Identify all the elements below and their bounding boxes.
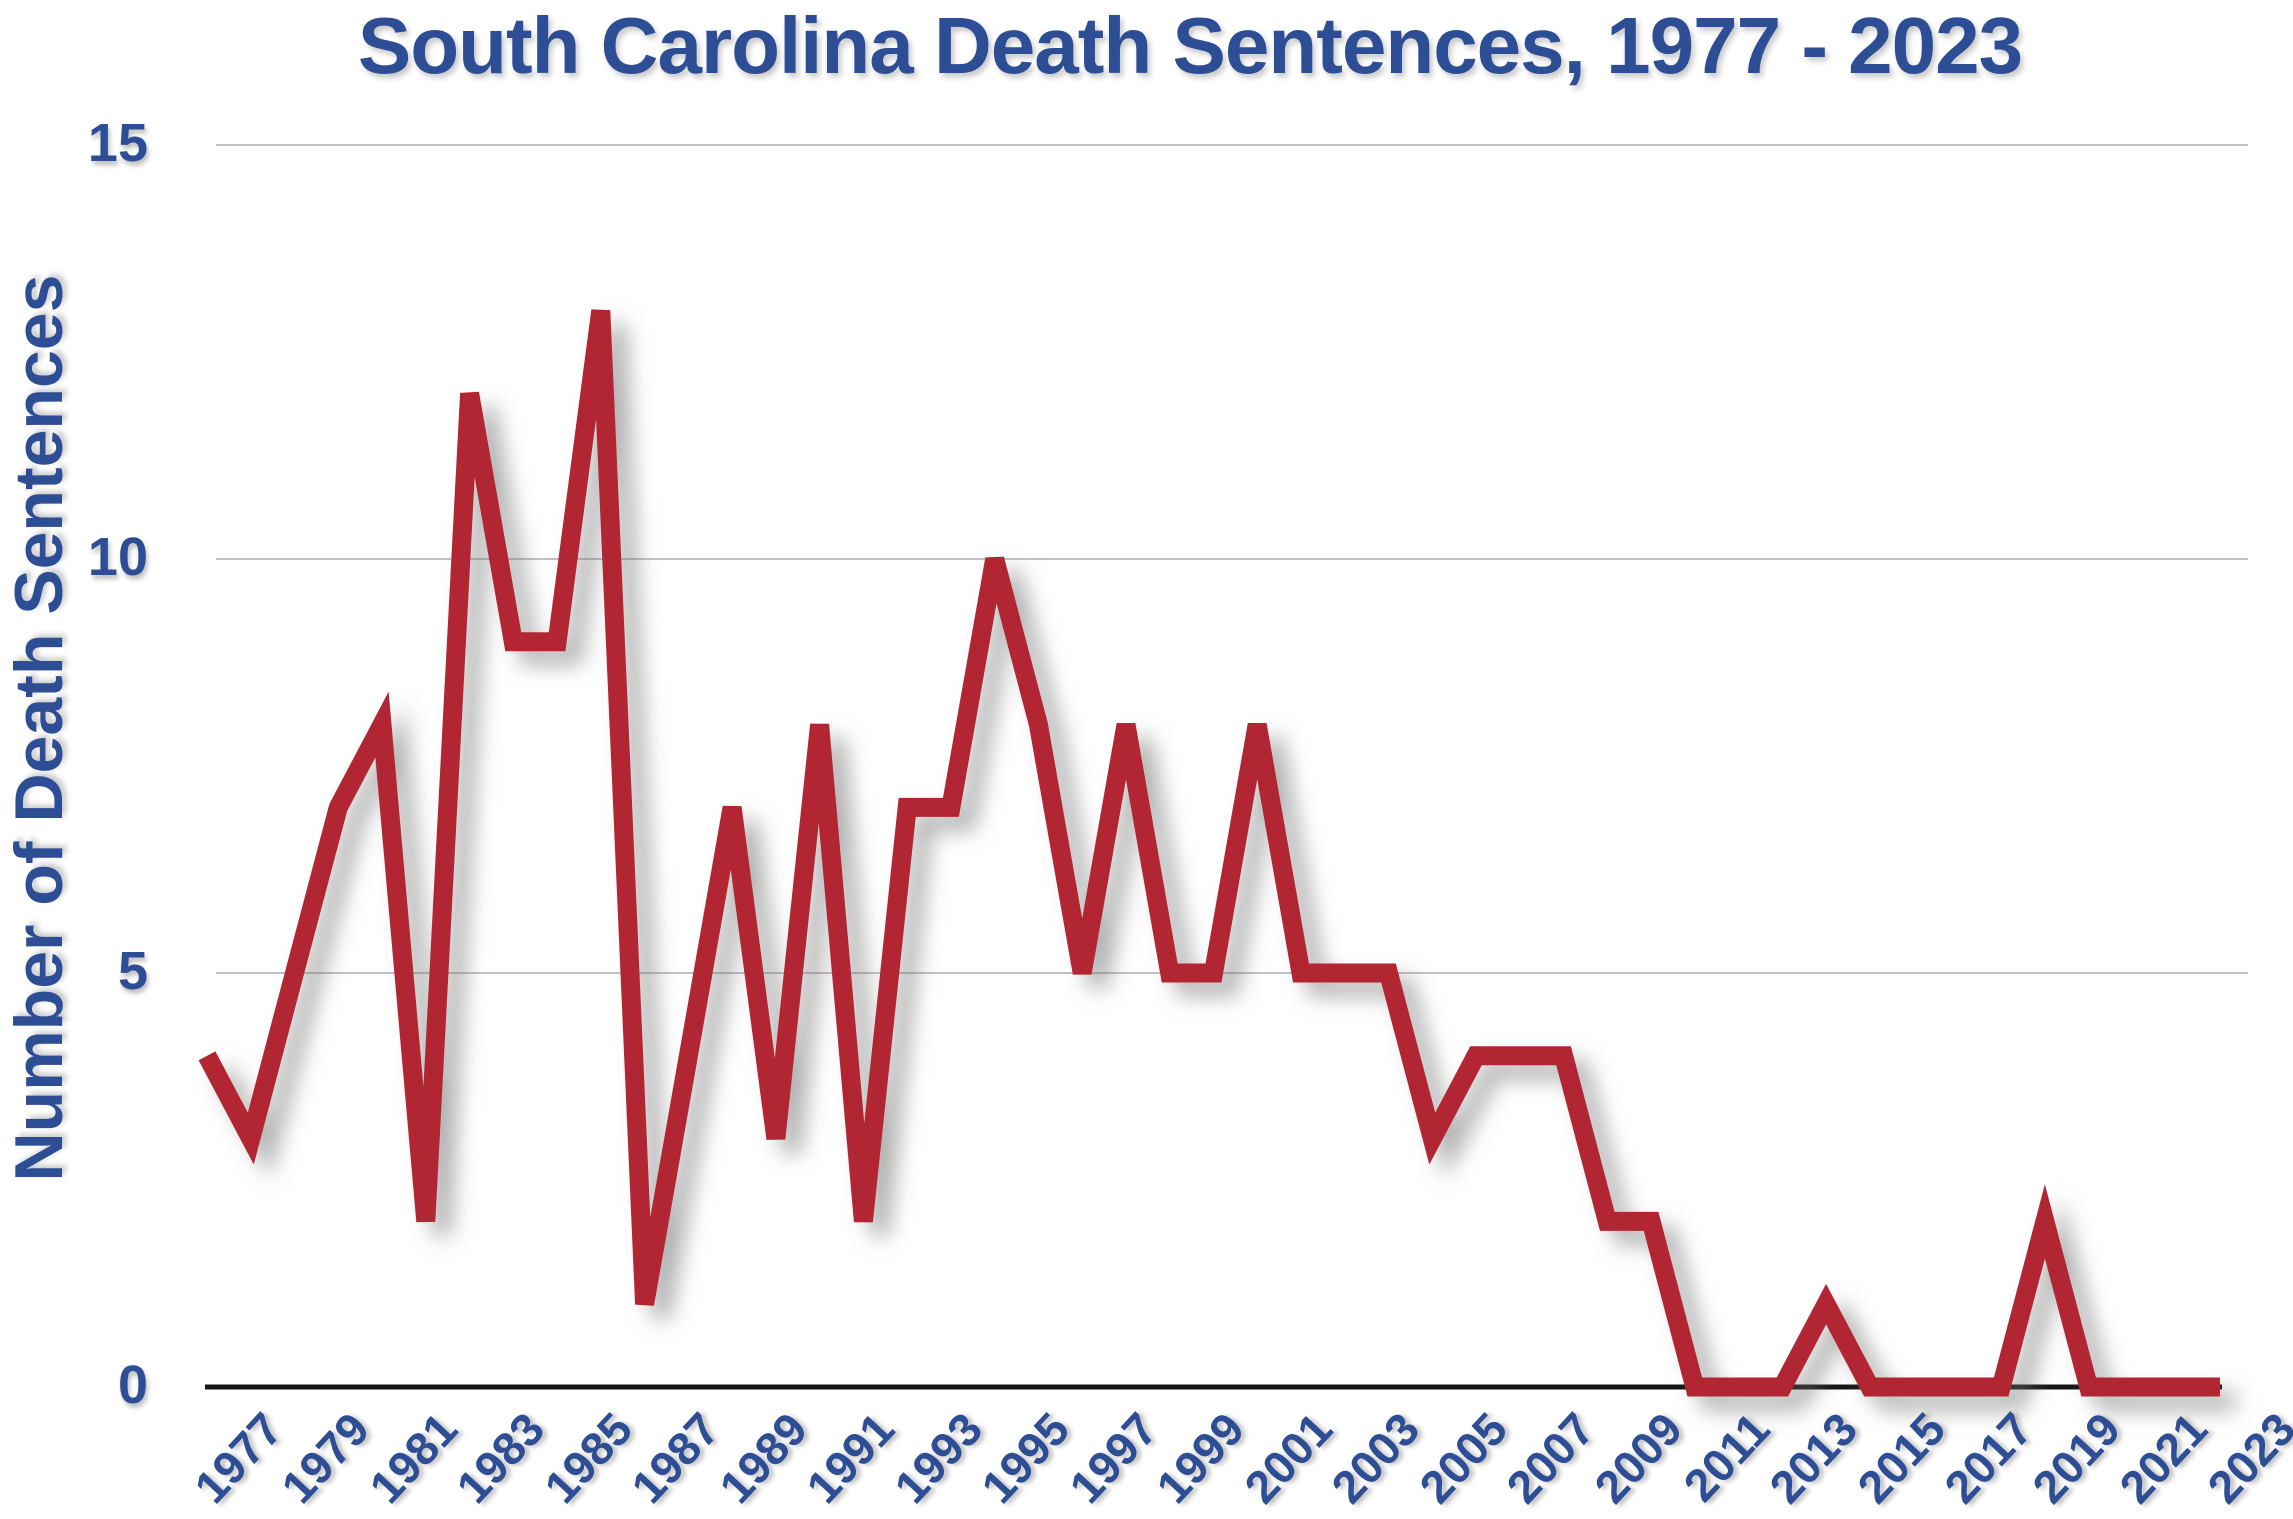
chart-title: South Carolina Death Sentences, 1977 - 2… [357,1,2023,90]
y-tick-label-10: 10 [87,527,148,587]
data-line [198,309,2220,1397]
y-tick-label-5: 5 [117,941,148,1001]
y-tick-label-15: 15 [87,113,148,173]
y-tick-label-0: 0 [117,1355,148,1415]
